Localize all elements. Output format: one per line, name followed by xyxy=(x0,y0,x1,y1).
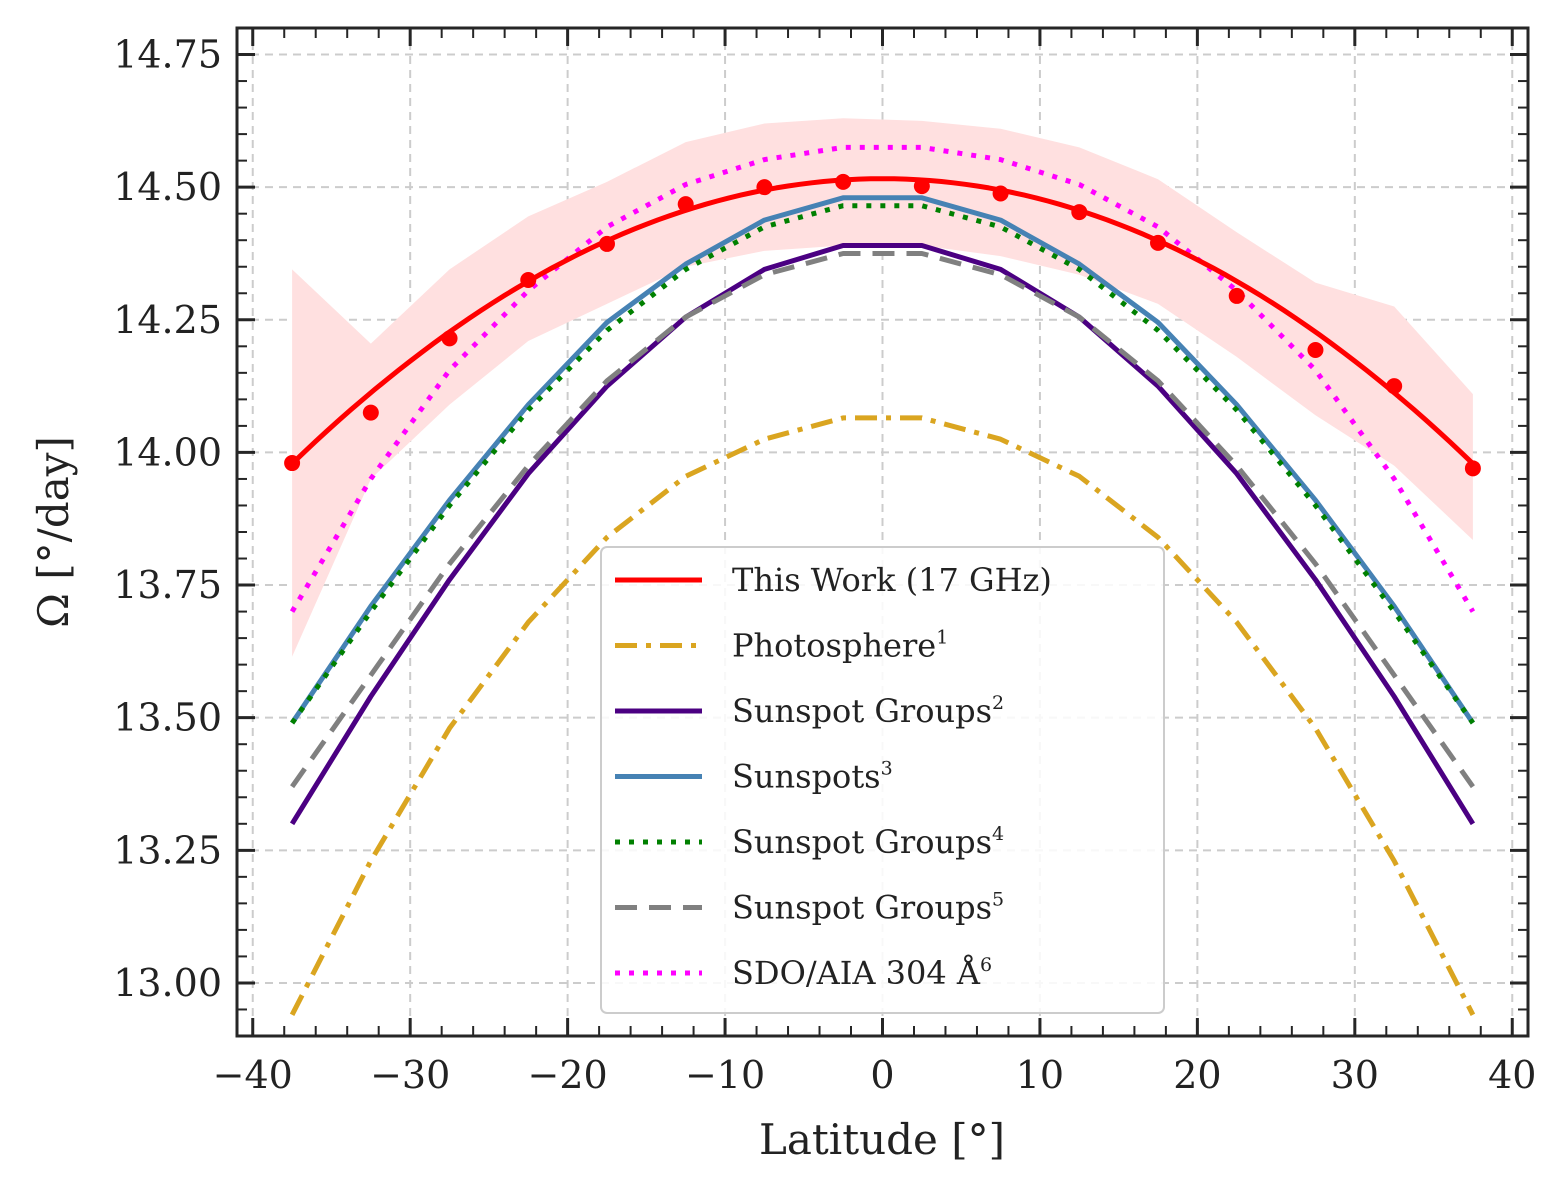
legend-box xyxy=(600,546,1165,1014)
legend-label-superscript: 4 xyxy=(992,823,1004,845)
legend-label-name: Sunspot Groups xyxy=(732,692,992,730)
data-point xyxy=(1071,204,1088,221)
x-tick-label: 30 xyxy=(1331,1053,1379,1097)
x-tick-label: 10 xyxy=(1016,1053,1064,1097)
legend-label-6: Sunspot Groups5 xyxy=(732,889,1004,927)
data-point xyxy=(992,185,1009,202)
legend-label-5: Sunspot Groups4 xyxy=(732,823,1004,861)
data-point xyxy=(598,235,615,252)
data-point xyxy=(284,455,301,472)
legend-label-name: Sunspot Groups xyxy=(732,889,992,927)
y-tick-label: 14.00 xyxy=(113,430,222,474)
y-tick-labels: 13.00 13.25 13.50 13.75 14.00 14.25 14.50 14.75 xyxy=(113,33,222,1005)
x-axis-label: Latitude [°] xyxy=(759,1115,1005,1164)
x-tick-label: 40 xyxy=(1488,1053,1536,1097)
x-tick-label: −30 xyxy=(370,1053,450,1097)
y-axis-label: Ω [°/day] xyxy=(29,436,78,628)
x-tick-label: −20 xyxy=(528,1053,608,1097)
data-point xyxy=(835,173,852,190)
legend-label-name: SDO/AIA 304 Å xyxy=(732,954,981,992)
legend: This Work (17 GHz) Photosphere1 Sunspot Gr… xyxy=(600,546,1165,1014)
data-point xyxy=(1464,460,1481,477)
data-point xyxy=(677,196,694,213)
legend-label-superscript: 3 xyxy=(881,758,893,780)
series-line-4 xyxy=(290,195,1475,725)
data-point xyxy=(1228,287,1245,304)
y-tick-label: 14.25 xyxy=(113,298,222,342)
data-point xyxy=(1150,234,1167,251)
series-layer xyxy=(289,144,1476,1016)
legend-label-name: This Work (17 GHz) xyxy=(732,561,1052,599)
data-point xyxy=(913,178,930,195)
series-line-1 xyxy=(290,176,1475,466)
y-tick-label: 13.00 xyxy=(113,961,222,1005)
data-point xyxy=(756,179,773,196)
y-tick-label: 14.50 xyxy=(113,165,222,209)
legend-label-4: Sunspots3 xyxy=(732,758,893,796)
x-tick-label: −10 xyxy=(685,1053,765,1097)
uncertainty-band xyxy=(292,118,1473,657)
legend-label-superscript: 1 xyxy=(936,627,948,649)
legend-label-superscript: 5 xyxy=(992,889,1004,911)
uncertainty-band-layer xyxy=(292,118,1473,657)
y-tick-label: 14.75 xyxy=(113,33,222,77)
legend-label-name: Sunspots xyxy=(732,758,881,796)
legend-label-1: This Work (17 GHz) xyxy=(732,561,1052,599)
data-point xyxy=(362,404,379,421)
data-point xyxy=(441,330,458,347)
x-tick-label: −40 xyxy=(213,1053,293,1097)
y-tick-label: 13.50 xyxy=(113,696,222,740)
ticks xyxy=(237,28,1528,1036)
legend-label-3: Sunspot Groups2 xyxy=(732,692,1004,730)
y-tick-label: 13.25 xyxy=(113,828,222,872)
x-tick-label: 20 xyxy=(1173,1053,1221,1097)
series-line-3 xyxy=(289,243,1476,826)
x-tick-labels: −40 −30 −20 −10 0 10 20 30 40 xyxy=(213,1053,1537,1097)
data-point xyxy=(1386,378,1403,395)
legend-label-name: Photosphere xyxy=(732,627,936,665)
legend-label-superscript: 6 xyxy=(980,954,992,976)
legend-label-name: Sunspot Groups xyxy=(732,823,992,861)
y-tick-label: 13.75 xyxy=(113,563,222,607)
legend-label-2: Photosphere1 xyxy=(732,627,948,665)
data-point xyxy=(1307,342,1324,359)
series-line-2 xyxy=(289,415,1476,1016)
legend-entries: This Work (17 GHz) Photosphere1 Sunspot Gr… xyxy=(615,561,1052,992)
observed-points-layer xyxy=(284,173,1481,477)
series-line-6 xyxy=(290,251,1475,789)
legend-label-7: SDO/AIA 304 Å6 xyxy=(732,954,992,992)
series-line-5 xyxy=(290,203,1475,725)
x-tick-label: 0 xyxy=(870,1053,894,1097)
data-point xyxy=(520,272,537,288)
legend-label-superscript: 2 xyxy=(992,692,1004,714)
